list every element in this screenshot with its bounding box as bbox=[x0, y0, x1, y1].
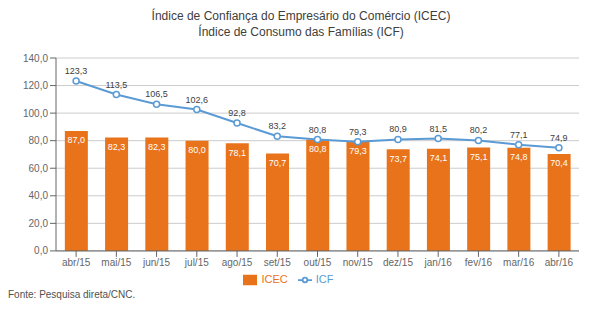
svg-text:70,7: 70,7 bbox=[269, 158, 287, 168]
svg-text:77,1: 77,1 bbox=[510, 130, 528, 140]
svg-text:70,4: 70,4 bbox=[550, 158, 568, 168]
svg-text:80,8: 80,8 bbox=[309, 144, 327, 154]
svg-text:0,0: 0,0 bbox=[34, 245, 48, 256]
html-text:ICEC: ICEC bbox=[261, 272, 288, 285]
svg-text:123,3: 123,3 bbox=[65, 66, 88, 76]
svg-text:106,5: 106,5 bbox=[145, 89, 168, 99]
svg-text:83,2: 83,2 bbox=[269, 121, 287, 131]
svg-text:mar/16: mar/16 bbox=[503, 257, 535, 268]
svg-text:79,3: 79,3 bbox=[349, 146, 367, 156]
svg-text:ago/15: ago/15 bbox=[222, 257, 253, 268]
html-text:Fonte: Pesquisa direta/CNC.: Fonte: Pesquisa direta/CNC. bbox=[8, 289, 136, 300]
svg-text:81,5: 81,5 bbox=[429, 124, 447, 134]
svg-text:113,5: 113,5 bbox=[105, 80, 127, 90]
svg-text:jun/15: jun/15 bbox=[142, 257, 171, 268]
svg-text:74,1: 74,1 bbox=[430, 153, 448, 163]
svg-text:80,2: 80,2 bbox=[470, 125, 488, 135]
svg-text:82,3: 82,3 bbox=[148, 142, 166, 152]
svg-text:73,7: 73,7 bbox=[389, 154, 407, 164]
svg-text:87,0: 87,0 bbox=[68, 135, 86, 145]
svg-text:80,0: 80,0 bbox=[29, 135, 49, 146]
svg-text:set/15: set/15 bbox=[264, 257, 292, 268]
svg-text:78,1: 78,1 bbox=[229, 148, 247, 158]
svg-text:82,3: 82,3 bbox=[108, 142, 126, 152]
svg-text:79,3: 79,3 bbox=[349, 127, 367, 137]
svg-text:80,8: 80,8 bbox=[309, 125, 327, 135]
svg-text:dez/15: dez/15 bbox=[383, 257, 413, 268]
html-text:Índice de Confiança do Empresá: Índice de Confiança do Empresário do Com… bbox=[151, 9, 451, 39]
html-text:ICF: ICF bbox=[315, 272, 334, 285]
svg-text:40,0: 40,0 bbox=[29, 190, 49, 201]
svg-text:20,0: 20,0 bbox=[29, 218, 49, 229]
svg-text:abr/15: abr/15 bbox=[62, 257, 91, 268]
svg-text:out/15: out/15 bbox=[304, 257, 332, 268]
svg-text:nov/15: nov/15 bbox=[343, 257, 373, 268]
svg-text:jan/16: jan/16 bbox=[424, 257, 453, 268]
svg-text:jul/15: jul/15 bbox=[184, 257, 209, 268]
svg-text:fev/16: fev/16 bbox=[465, 257, 493, 268]
svg-text:80,0: 80,0 bbox=[188, 145, 206, 155]
svg-text:74,8: 74,8 bbox=[510, 152, 528, 162]
svg-text:75,1: 75,1 bbox=[470, 152, 488, 162]
svg-text:abr/16: abr/16 bbox=[545, 257, 574, 268]
svg-text:74,9: 74,9 bbox=[550, 133, 568, 143]
svg-text:140,0: 140,0 bbox=[23, 53, 48, 64]
svg-text:100,0: 100,0 bbox=[23, 108, 48, 119]
svg-text:60,0: 60,0 bbox=[29, 163, 49, 174]
svg-text:120,0: 120,0 bbox=[23, 80, 48, 91]
svg-text:92,8: 92,8 bbox=[228, 108, 246, 118]
svg-text:102,6: 102,6 bbox=[186, 95, 209, 105]
svg-text:80,9: 80,9 bbox=[389, 124, 407, 134]
svg-text:mai/15: mai/15 bbox=[101, 257, 131, 268]
